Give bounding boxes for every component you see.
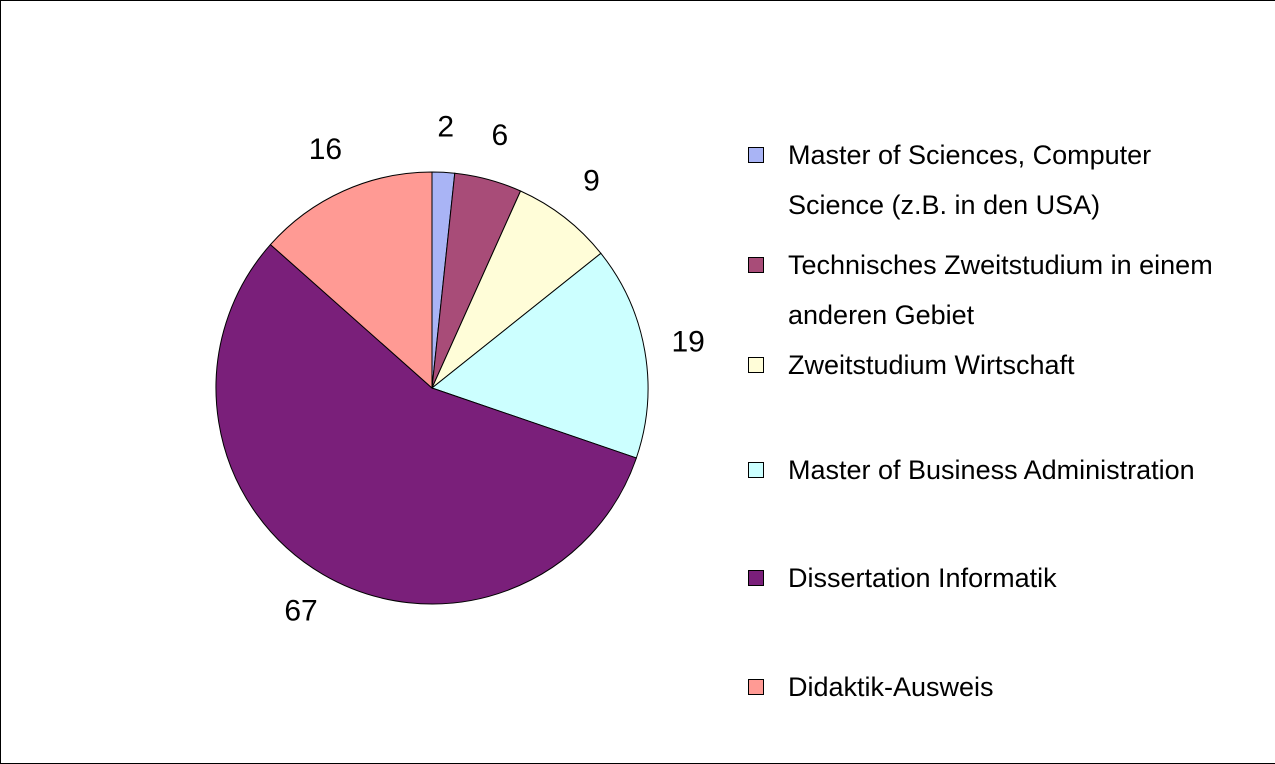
- legend-swatch: [748, 679, 764, 695]
- legend-item: Master of Sciences, Computer Science (z.…: [748, 130, 1248, 230]
- pie-slice: [269, 171, 433, 390]
- legend-label: Master of Sciences, Computer Science (z.…: [788, 140, 1152, 220]
- legend-item: Master of Business Administration: [748, 445, 1248, 495]
- data-label: 16: [309, 133, 342, 166]
- legend-swatch: [748, 147, 764, 163]
- legend-swatch: [748, 570, 764, 586]
- legend-label: Technisches Zweitstudium in einem andere…: [788, 250, 1213, 330]
- legend-label: Didaktik-Ausweis: [788, 672, 994, 702]
- legend-label: Master of Business Administration: [788, 455, 1195, 485]
- data-label: 6: [492, 119, 509, 152]
- data-label: 67: [284, 595, 317, 628]
- data-label: 2: [437, 110, 454, 143]
- legend-item: Zweitstudium Wirtschaft: [748, 340, 1248, 390]
- pie-slice: [215, 243, 637, 605]
- pie-slice: [430, 252, 649, 459]
- data-label: 9: [583, 165, 600, 198]
- legend-swatch: [748, 257, 764, 273]
- legend-label: Dissertation Informatik: [788, 563, 1057, 593]
- legend-item: Technisches Zweitstudium in einem andere…: [748, 240, 1248, 340]
- data-label: 19: [671, 326, 704, 359]
- legend-label: Zweitstudium Wirtschaft: [788, 350, 1075, 380]
- legend-item: Dissertation Informatik: [748, 553, 1248, 603]
- pie-slice: [431, 190, 602, 389]
- legend-swatch: [748, 462, 764, 478]
- legend-item: Didaktik-Ausweis: [748, 662, 1248, 712]
- legend-swatch: [748, 357, 764, 373]
